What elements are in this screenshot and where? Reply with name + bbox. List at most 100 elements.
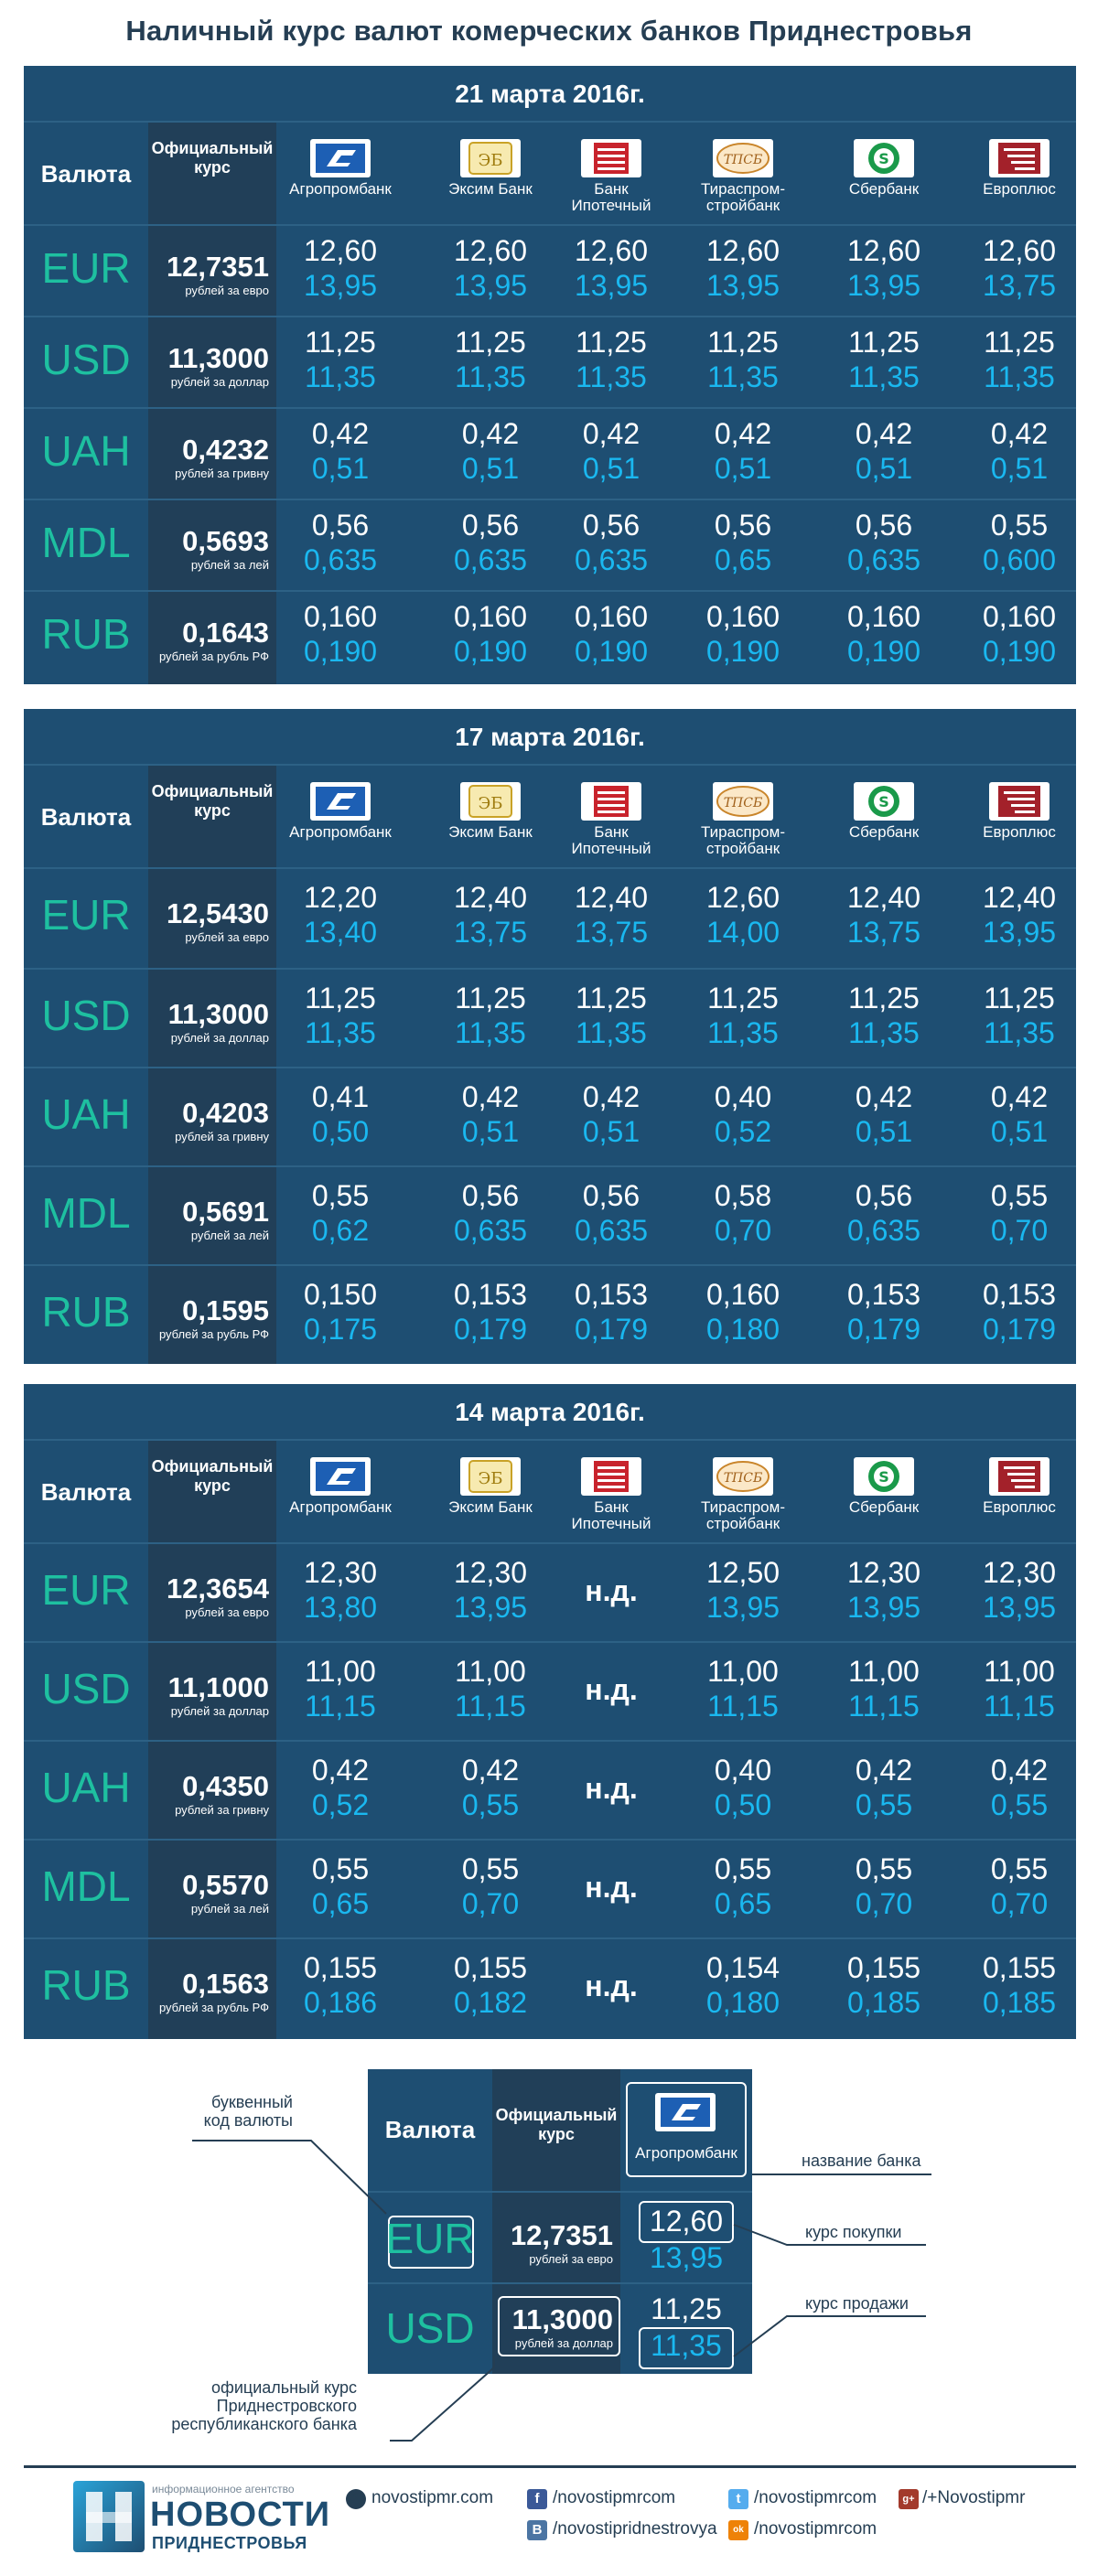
legend-buy-usd: 11,25 <box>651 2292 722 2325</box>
official-rate: 0,5693 <box>182 525 269 557</box>
currency-code: RUB <box>41 1288 131 1336</box>
buy-rate: 12,60 <box>846 234 921 267</box>
bank-header: Агропромбанк <box>276 123 404 225</box>
bank-name: Тираспром-стройбанк <box>679 824 807 857</box>
sell-rate: 13,80 <box>303 1591 378 1624</box>
svg-text:S: S <box>878 793 889 810</box>
bank-name-line1: Европлюс <box>983 1498 1056 1516</box>
bank-header: ТПСБ Тираспром-стройбанк <box>679 1441 807 1543</box>
legend-panel: Валюта Официальный курс Агропромбанк EUR… <box>368 2069 752 2374</box>
buy-rate: 0,155 <box>303 1951 378 1984</box>
row-divider <box>24 590 1076 592</box>
sell-rate: 11,15 <box>984 1690 1055 1723</box>
buy-rate: 11,25 <box>848 982 920 1014</box>
eximbank-logo-icon: ЭБ <box>460 1457 521 1496</box>
buy-rate: 12,60 <box>705 234 780 267</box>
sell-rate: 0,51 <box>855 1115 913 1148</box>
bank-header: Агропромбанк <box>276 766 404 868</box>
sell-rate: 11,35 <box>576 1016 647 1049</box>
twitter-link[interactable]: /novostipmrcom <box>754 2488 877 2507</box>
table-row: RUB 0,1595 рублей за рубль РФ 0,150 0,175 0,1… <box>24 1265 1076 1364</box>
legend-official-header-line1: Официальный <box>495 2106 618 2124</box>
bank-name: Банк Ипотечный <box>547 1499 675 1532</box>
official-rate: 0,4232 <box>182 434 269 466</box>
callout-line-bank <box>752 2174 931 2175</box>
sell-rate: 0,55 <box>461 1788 520 1821</box>
agroprombank-logo-icon <box>310 1457 371 1496</box>
vk-link[interactable]: /novostipridnestrovya <box>553 2519 717 2538</box>
site-link[interactable]: novostipmr.com <box>371 2488 494 2507</box>
buy-rate: 0,42 <box>311 1754 370 1787</box>
buy-rate: 12,40 <box>453 881 528 914</box>
sell-rate: 0,50 <box>714 1788 772 1821</box>
legend-buy-box <box>639 2201 734 2243</box>
buy-rate: 12,40 <box>846 881 921 914</box>
tiraspromstroybank-logo-icon: ТПСБ <box>713 1457 773 1496</box>
row-divider <box>24 1937 1076 1939</box>
sell-rate: 0,51 <box>990 452 1049 485</box>
bank-name-line1: Сбербанк <box>848 1498 920 1516</box>
bank-name-line2: Ипотечный <box>571 1515 651 1532</box>
sell-rate: 13,75 <box>453 916 528 949</box>
sell-rate: 0,179 <box>982 1313 1057 1346</box>
bank-name-line1: Эксим Банк <box>448 823 533 841</box>
buy-rate: 0,56 <box>461 1179 520 1212</box>
rate-table: 14 марта 2016г. Валюта Официальный курс Агро… <box>24 1384 1076 2039</box>
bank-name-line1: Европлюс <box>983 180 1056 198</box>
legend-code-box <box>388 2216 474 2269</box>
buy-rate: 0,55 <box>461 1852 520 1885</box>
table-date: 17 марта 2016г. <box>455 723 645 751</box>
sell-rate: 0,51 <box>461 1115 520 1148</box>
sell-rate: 0,51 <box>582 452 640 485</box>
bank-name: Агропромбанк <box>276 824 404 841</box>
no-data-value: н.д. <box>585 1772 638 1805</box>
sell-rate: 0,51 <box>990 1115 1049 1148</box>
sell-rate: 0,51 <box>714 452 772 485</box>
agroprombank-logo-icon <box>310 782 371 821</box>
official-rate-header: Официальный курс <box>148 782 276 821</box>
sell-rate: 0,52 <box>311 1788 370 1821</box>
legend-sell-eur: 13,95 <box>649 2241 724 2274</box>
sell-rate: 0,51 <box>855 452 913 485</box>
legend-official-sub-eur: рублей за евро <box>529 2252 613 2266</box>
bank-name: Банк Ипотечный <box>547 824 675 857</box>
buy-rate: 12,40 <box>574 881 649 914</box>
official-rate-unit: рублей за гривну <box>175 1130 269 1143</box>
sell-rate: 0,635 <box>574 543 649 576</box>
buy-rate: 0,160 <box>846 600 921 633</box>
sell-rate: 0,635 <box>303 543 378 576</box>
bank-header: Европлюс <box>955 1441 1083 1543</box>
vk-icon: B <box>527 2520 547 2540</box>
buy-rate: 11,25 <box>576 982 647 1014</box>
buy-rate: 0,40 <box>714 1754 772 1787</box>
callout-sell-rate: курс продажи <box>805 2294 909 2313</box>
official-rate-header: Официальный курс <box>148 1457 276 1496</box>
bank-name: Тираспром-стройбанк <box>679 181 807 214</box>
buy-rate: 0,153 <box>846 1278 921 1311</box>
bank-name-line1: Банк <box>594 180 629 198</box>
odnoklassniki-link[interactable]: /novostipmrcom <box>754 2519 877 2538</box>
svg-text:ЭБ: ЭБ <box>479 794 503 813</box>
row-divider <box>24 224 1076 226</box>
buy-rate: 0,42 <box>990 1754 1049 1787</box>
ipotechny-logo-icon <box>581 1457 641 1496</box>
legend-sell-usd: 11,35 <box>651 2329 722 2362</box>
bank-name: Эксим Банк <box>426 824 554 841</box>
sell-rate: 0,190 <box>453 635 528 668</box>
official-rate-unit: рублей за доллар <box>170 375 269 389</box>
sell-rate: 11,35 <box>305 360 376 393</box>
bank-name-line2: стройбанк <box>705 197 780 214</box>
buy-rate: 0,56 <box>461 509 520 542</box>
gplus-link[interactable]: /+Novostipmr <box>922 2488 1026 2507</box>
buy-rate: 0,160 <box>705 600 780 633</box>
bank-name-line1: Эксим Банк <box>448 1498 533 1516</box>
svg-text:ТПСБ: ТПСБ <box>724 1471 763 1486</box>
bank-name-line1: Европлюс <box>983 823 1056 841</box>
currency-code: MDL <box>41 519 131 566</box>
sell-rate: 0,190 <box>705 635 780 668</box>
table-row: USD 11,3000 рублей за доллар 11,25 11,35 11,2… <box>24 317 1076 408</box>
facebook-link[interactable]: /novostipmrcom <box>553 2488 676 2507</box>
sell-rate: 0,70 <box>990 1214 1049 1247</box>
currency-code: EUR <box>41 244 131 292</box>
bank-name: Сбербанк <box>820 181 948 198</box>
